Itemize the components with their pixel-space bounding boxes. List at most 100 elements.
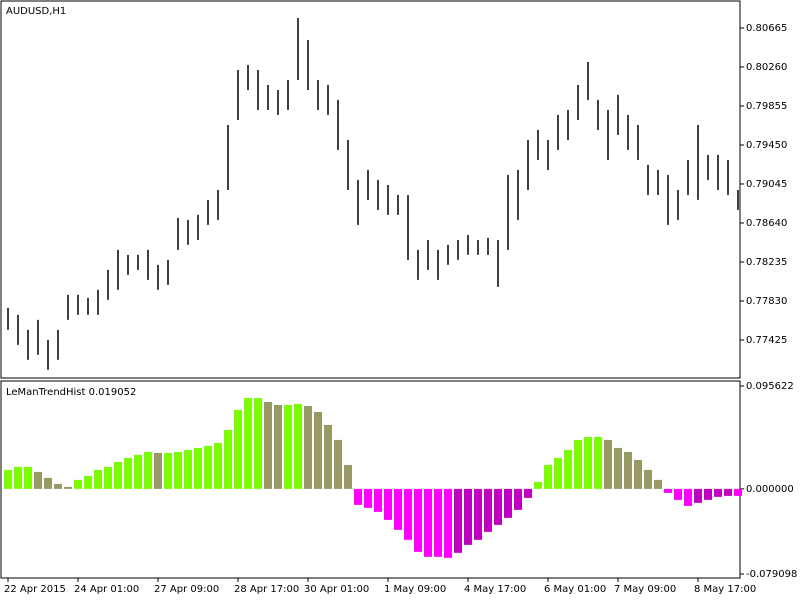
histogram-bar — [414, 488, 422, 552]
y-tick-label: 0.77425 — [746, 335, 787, 346]
histogram-bar — [624, 451, 632, 489]
x-tick-label: 27 Apr 09:00 — [154, 584, 219, 595]
y-tick-label: 0.80665 — [746, 23, 787, 34]
histogram-bar — [424, 488, 432, 557]
y-tick-label: 0.77830 — [746, 296, 787, 307]
histogram-bar — [94, 469, 102, 489]
histogram-bar — [344, 464, 352, 489]
histogram-bar — [514, 488, 522, 510]
histogram-bar — [324, 424, 332, 489]
y-tick-label: -0.079098 — [746, 569, 797, 580]
histogram-bar — [724, 488, 732, 496]
histogram-bar — [564, 449, 572, 489]
x-tick-label: 8 May 17:00 — [694, 584, 756, 595]
histogram-bar — [144, 451, 152, 489]
price-pane — [0, 0, 741, 379]
histogram-bar — [114, 461, 122, 489]
x-tick-label: 28 Apr 17:00 — [234, 584, 299, 595]
histogram-bar — [54, 483, 62, 489]
histogram-bar — [184, 449, 192, 489]
histogram-bar — [674, 488, 682, 500]
histogram-bar — [574, 439, 582, 489]
chart-title: AUDUSD,H1 — [6, 6, 66, 17]
x-tick-label: 22 Apr 2015 — [4, 584, 66, 595]
histogram-bar — [654, 479, 662, 489]
histogram-bar — [244, 397, 252, 489]
x-tick-label: 4 May 17:00 — [464, 584, 526, 595]
histogram-bar — [444, 488, 452, 558]
y-tick-label: 0.79855 — [746, 101, 787, 112]
x-tick-label: 1 May 09:00 — [384, 584, 446, 595]
histogram-bar — [34, 471, 42, 489]
histogram-bar — [534, 481, 542, 489]
histogram-bar — [224, 429, 232, 489]
histogram-bar — [154, 452, 162, 489]
y-tick-label: 0.79450 — [746, 140, 787, 151]
histogram-bar — [14, 466, 22, 489]
histogram-bar — [334, 439, 342, 489]
histogram-bar — [304, 405, 312, 489]
histogram-bar — [434, 488, 442, 557]
histogram-bar — [494, 488, 502, 525]
indicator-title: LeManTrendHist 0.019052 — [6, 387, 136, 398]
histogram-bar — [684, 488, 692, 506]
histogram-bar — [604, 439, 612, 489]
histogram-bar — [24, 466, 32, 489]
histogram-bar — [484, 488, 492, 532]
histogram-bar — [134, 454, 142, 489]
y-tick-label: 0.78235 — [746, 257, 787, 268]
histogram-bar — [104, 466, 112, 489]
histogram-bar — [64, 486, 72, 489]
histogram-bar — [734, 488, 742, 496]
histogram-bar — [544, 464, 552, 489]
histogram-bar — [634, 459, 642, 489]
histogram-bar — [614, 447, 622, 489]
x-tick-label: 7 May 09:00 — [614, 584, 676, 595]
y-tick-label: 0.80260 — [746, 62, 787, 73]
histogram-bar — [234, 409, 242, 489]
histogram-bar — [714, 488, 722, 497]
histogram-bar — [314, 411, 322, 489]
y-tick-label: 0.095622 — [746, 381, 794, 392]
histogram-bar — [584, 436, 592, 489]
histogram-bar — [594, 436, 602, 489]
histogram-bar — [274, 404, 282, 489]
histogram-bar — [374, 488, 382, 512]
histogram-bar — [284, 404, 292, 489]
histogram-bar — [84, 475, 92, 489]
y-tick-label: 0.000000 — [746, 484, 794, 495]
histogram-bar — [644, 469, 652, 489]
histogram-bar — [704, 488, 712, 500]
y-tick-label: 0.79045 — [746, 179, 787, 190]
histogram-bar — [464, 488, 472, 545]
histogram-bar — [264, 401, 272, 489]
histogram-bar — [174, 451, 182, 489]
histogram-bar — [364, 488, 372, 508]
histogram-bar — [694, 488, 702, 503]
histogram-bar — [384, 488, 392, 520]
histogram-bar — [664, 488, 672, 493]
histogram-bar — [254, 397, 262, 489]
histogram-bar — [354, 488, 362, 505]
histogram-bar — [74, 479, 82, 489]
x-tick-label: 30 Apr 01:00 — [304, 584, 369, 595]
histogram-bar — [4, 469, 12, 489]
histogram-bar — [124, 457, 132, 489]
histogram-bar — [44, 477, 52, 489]
histogram-bar — [394, 488, 402, 530]
histogram-bar — [524, 488, 532, 498]
histogram-bar — [504, 488, 512, 518]
histogram-bar — [294, 403, 302, 489]
histogram-bar — [404, 488, 412, 540]
x-tick-label: 24 Apr 01:00 — [74, 584, 139, 595]
histogram-bar — [214, 442, 222, 489]
histogram-bar — [164, 452, 172, 489]
x-tick-label: 6 May 01:00 — [544, 584, 606, 595]
histogram-bar — [474, 488, 482, 540]
histogram-bar — [554, 457, 562, 489]
histogram-bar — [204, 445, 212, 489]
histogram-bar — [454, 488, 462, 553]
histogram-bar — [194, 447, 202, 489]
